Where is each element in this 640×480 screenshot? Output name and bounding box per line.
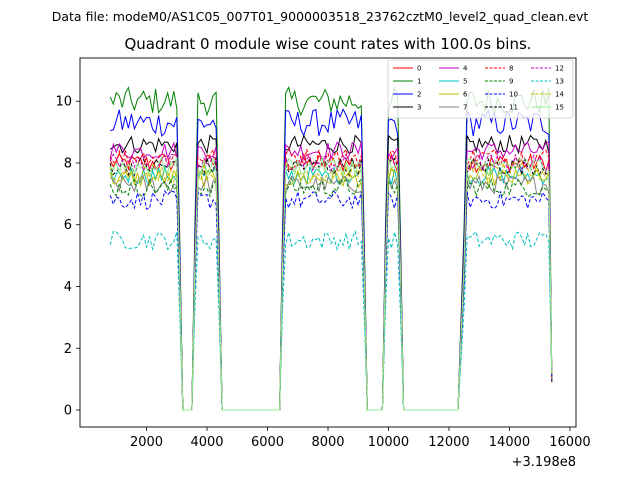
series-line-2 xyxy=(110,107,553,411)
y-tick-label: 10 xyxy=(55,95,72,110)
x-axis: 2000 4000 6000 8000 10000 12000 14000 16000 xyxy=(130,427,591,450)
legend-label-3: 3 xyxy=(417,104,421,112)
legend-label-12: 12 xyxy=(555,65,564,73)
legend-label-4: 4 xyxy=(463,65,468,73)
series-line-3 xyxy=(109,134,553,411)
series-line-15 xyxy=(109,155,553,411)
legend-label-11: 11 xyxy=(509,104,518,112)
series-line-7 xyxy=(109,174,553,411)
legend-label-5: 5 xyxy=(463,78,467,86)
y-tick-label: 2 xyxy=(64,342,72,357)
x-offset-label: +3.198e8 xyxy=(512,455,576,470)
legend-label-13: 13 xyxy=(555,78,564,86)
legend-label-1: 1 xyxy=(417,78,421,86)
legend-label-15: 15 xyxy=(555,104,564,112)
y-tick-label: 8 xyxy=(64,156,72,171)
series-line-6 xyxy=(109,168,553,411)
x-tick-label: 16000 xyxy=(549,435,590,450)
y-tick-label: 0 xyxy=(64,404,72,419)
y-tick-label: 4 xyxy=(64,280,72,295)
legend-label-2: 2 xyxy=(417,91,421,99)
series-line-11 xyxy=(109,157,553,411)
legend-label-9: 9 xyxy=(509,78,513,86)
legend-label-10: 10 xyxy=(509,91,518,99)
x-tick-label: 4000 xyxy=(190,435,223,450)
legend-label-14: 14 xyxy=(555,91,564,99)
series-line-13 xyxy=(109,229,553,411)
legend-label-6: 6 xyxy=(463,91,468,99)
y-axis: 0 2 4 6 8 10 xyxy=(55,95,80,419)
series-line-5 xyxy=(109,164,553,411)
chart-title: Quadrant 0 module wise count rates with … xyxy=(124,35,531,53)
x-tick-label: 8000 xyxy=(311,435,344,450)
y-tick-label: 6 xyxy=(64,218,72,233)
legend-label-8: 8 xyxy=(509,65,513,73)
legend-frame xyxy=(387,59,574,119)
x-tick-label: 2000 xyxy=(130,435,163,450)
plot-area xyxy=(109,86,553,411)
series-line-10 xyxy=(109,189,553,411)
x-tick-label: 12000 xyxy=(428,435,469,450)
x-tick-label: 6000 xyxy=(251,435,284,450)
series-line-4 xyxy=(109,141,553,411)
x-tick-label: 10000 xyxy=(368,435,409,450)
legend-label-7: 7 xyxy=(463,104,467,112)
x-tick-label: 14000 xyxy=(489,435,530,450)
chart-suptitle: Data file: modeM0/AS1C05_007T01_90000035… xyxy=(52,9,589,24)
legend-label-0: 0 xyxy=(417,65,421,73)
